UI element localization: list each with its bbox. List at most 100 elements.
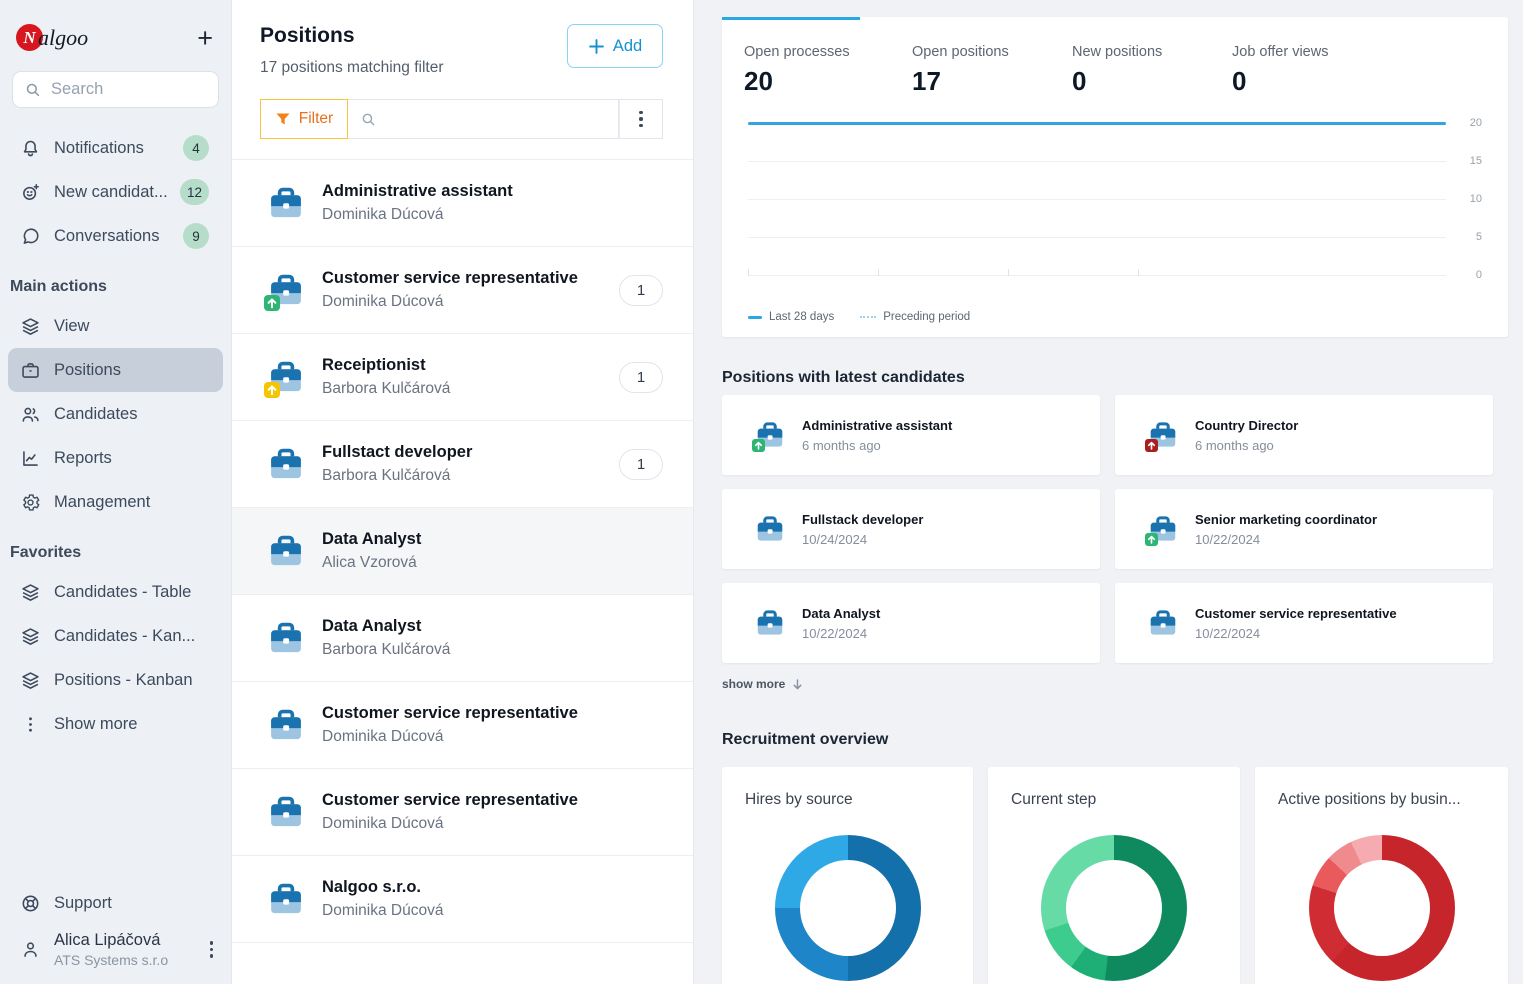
position-list-item[interactable]: Nalgoo s.r.o. Dominika Dúcová xyxy=(232,856,693,943)
latest-candidate-card[interactable]: Fullstack developer 10/24/2024 xyxy=(722,489,1100,569)
sidebar-item-candidates[interactable]: Candidates xyxy=(8,392,223,436)
sidebar-item-reports[interactable]: Reports xyxy=(8,436,223,480)
people-icon xyxy=(20,404,41,425)
latest-candidate-card[interactable]: Administrative assistant 6 months ago xyxy=(722,395,1100,475)
filter-button[interactable]: Filter xyxy=(260,99,348,139)
position-owner: Dominika Dúcová xyxy=(322,728,444,745)
latest-candidate-card[interactable]: Country Director 6 months ago xyxy=(1115,395,1493,475)
sidebar-item-candidates-table[interactable]: Candidates - Table xyxy=(8,570,223,614)
smiley-plus-icon xyxy=(20,182,41,203)
gridline: 5 xyxy=(748,231,1482,243)
arrow-up-flag-icon xyxy=(264,382,280,398)
page-title: Positions xyxy=(260,24,355,47)
active-tab-indicator xyxy=(722,17,860,20)
position-list-item[interactable]: Customer service representative Dominika… xyxy=(232,682,693,769)
sidebar: N algoo + Search Notifications 4 New can… xyxy=(0,0,232,984)
position-list-item[interactable]: Data Analyst Barbora Kulčárová xyxy=(232,595,693,682)
positions-search-input[interactable] xyxy=(348,99,619,139)
dotted-line-swatch xyxy=(860,316,877,318)
position-title: Customer service representative xyxy=(322,269,578,287)
arrow-up-flag-icon xyxy=(1145,533,1158,546)
latest-candidates-heading: Positions with latest candidates xyxy=(722,369,965,386)
position-title: Nalgoo s.r.o. xyxy=(322,878,422,896)
sidebar-item-new-candidates[interactable]: New candidat... 12 xyxy=(8,170,223,214)
legend-last-28-days[interactable]: Last 28 days xyxy=(748,311,834,323)
card-position-title: Fullstack developer xyxy=(802,511,924,527)
position-list-item[interactable]: Data Analyst Alica Vzorová xyxy=(232,508,693,595)
briefcase-icon xyxy=(264,360,304,398)
latest-candidate-card[interactable]: Data Analyst 10/22/2024 xyxy=(722,583,1100,663)
donut-chart-title: Current step xyxy=(1011,791,1097,808)
position-title: Administrative assistant xyxy=(322,182,513,200)
position-list-item[interactable]: Administrative assistant Dominika Dúcová xyxy=(232,160,693,247)
section-title-favorites: Favorites xyxy=(10,544,82,561)
stat-new-positions: New positions 0 xyxy=(1072,44,1163,96)
card-position-title: Country Director xyxy=(1195,417,1299,433)
sidebar-item-support[interactable]: Support xyxy=(8,881,223,925)
y-axis-tick-label: 20 xyxy=(1469,117,1482,129)
stats-row: Open processes 20 Open positions 17 New … xyxy=(722,17,1508,97)
legend-preceding-period[interactable]: Preceding period xyxy=(860,311,970,323)
briefcase-icon xyxy=(268,447,304,481)
position-list-item[interactable]: Fullstact developer Barbora Kulčárová 1 xyxy=(232,421,693,508)
briefcase-icon xyxy=(268,621,304,655)
position-list-item[interactable]: Customer service representative Dominika… xyxy=(232,247,693,334)
sidebar-search-input[interactable]: Search xyxy=(12,71,219,108)
solid-line-swatch xyxy=(748,315,762,319)
create-new-button[interactable]: + xyxy=(197,22,213,53)
position-owner: Barbora Kulčárová xyxy=(322,467,451,484)
card-position-title: Customer service representative xyxy=(1195,605,1397,621)
briefcase-icon xyxy=(20,360,41,381)
briefcase-icon xyxy=(268,708,304,742)
sidebar-favorites: Candidates - Table Candidates - Kan... P… xyxy=(0,570,231,746)
sidebar-top-nav: Notifications 4 New candidat... 12 Conve… xyxy=(0,126,231,258)
donut-chart xyxy=(1308,835,1455,981)
sidebar-item-management[interactable]: Management xyxy=(8,480,223,524)
kebab-icon xyxy=(635,107,647,132)
position-owner: Dominika Dúcová xyxy=(322,206,444,223)
latest-candidate-card[interactable]: Customer service representative 10/22/20… xyxy=(1115,583,1493,663)
card-date: 10/22/2024 xyxy=(802,625,868,641)
sidebar-item-positions-kanban[interactable]: Positions - Kanban xyxy=(8,658,223,702)
arrow-up-flag-icon xyxy=(1145,439,1158,452)
briefcase-icon xyxy=(264,273,304,311)
donut-chart-card: Active positions by busin... xyxy=(1255,767,1508,984)
position-list-item[interactable]: Customer service representative Dominika… xyxy=(232,769,693,856)
sidebar-item-positions[interactable]: Positions xyxy=(8,348,223,392)
candidate-count-badge: 1 xyxy=(619,448,663,480)
add-position-button[interactable]: Add xyxy=(567,24,663,68)
user-profile[interactable]: Alica Lipáčová ATS Systems s.r.o xyxy=(8,927,223,972)
briefcase-icon xyxy=(1145,421,1178,452)
sidebar-item-view[interactable]: View xyxy=(8,304,223,348)
layers-icon xyxy=(20,670,41,691)
bell-icon xyxy=(20,138,41,159)
card-position-title: Senior marketing coordinator xyxy=(1195,511,1378,527)
briefcase-icon xyxy=(268,534,304,568)
arrow-down-icon xyxy=(793,678,802,689)
user-name: Alica Lipáčová xyxy=(54,931,161,949)
position-title: Customer service representative xyxy=(322,704,578,722)
layers-icon xyxy=(20,626,41,647)
search-icon xyxy=(360,111,377,128)
new-candidates-count-badge: 12 xyxy=(179,179,209,205)
latest-candidate-card[interactable]: Senior marketing coordinator 10/22/2024 xyxy=(1115,489,1493,569)
briefcase-icon xyxy=(755,609,785,637)
card-position-title: Administrative assistant xyxy=(802,417,953,433)
user-menu-kebab-icon[interactable] xyxy=(206,937,218,962)
positions-panel: Positions 17 positions matching filter A… xyxy=(232,0,694,984)
sidebar-item-show-more[interactable]: Show more xyxy=(8,702,223,746)
show-more-link[interactable]: show more xyxy=(722,677,804,691)
arrow-up-flag-icon xyxy=(752,439,765,452)
card-date: 6 months ago xyxy=(802,437,881,453)
donut-chart-card: Current step xyxy=(988,767,1240,984)
sidebar-item-conversations[interactable]: Conversations 9 xyxy=(8,214,223,258)
list-options-kebab-button[interactable] xyxy=(619,99,663,139)
plus-icon xyxy=(588,38,604,54)
briefcase-icon xyxy=(268,186,304,220)
sidebar-item-notifications[interactable]: Notifications 4 xyxy=(8,126,223,170)
position-list-item[interactable]: Receiptionist Barbora Kulčárová 1 xyxy=(232,334,693,421)
sidebar-item-candidates-kanban[interactable]: Candidates - Kan... xyxy=(8,614,223,658)
position-owner: Barbora Kulčárová xyxy=(322,380,451,397)
y-axis-tick-label: 0 xyxy=(1475,269,1482,281)
